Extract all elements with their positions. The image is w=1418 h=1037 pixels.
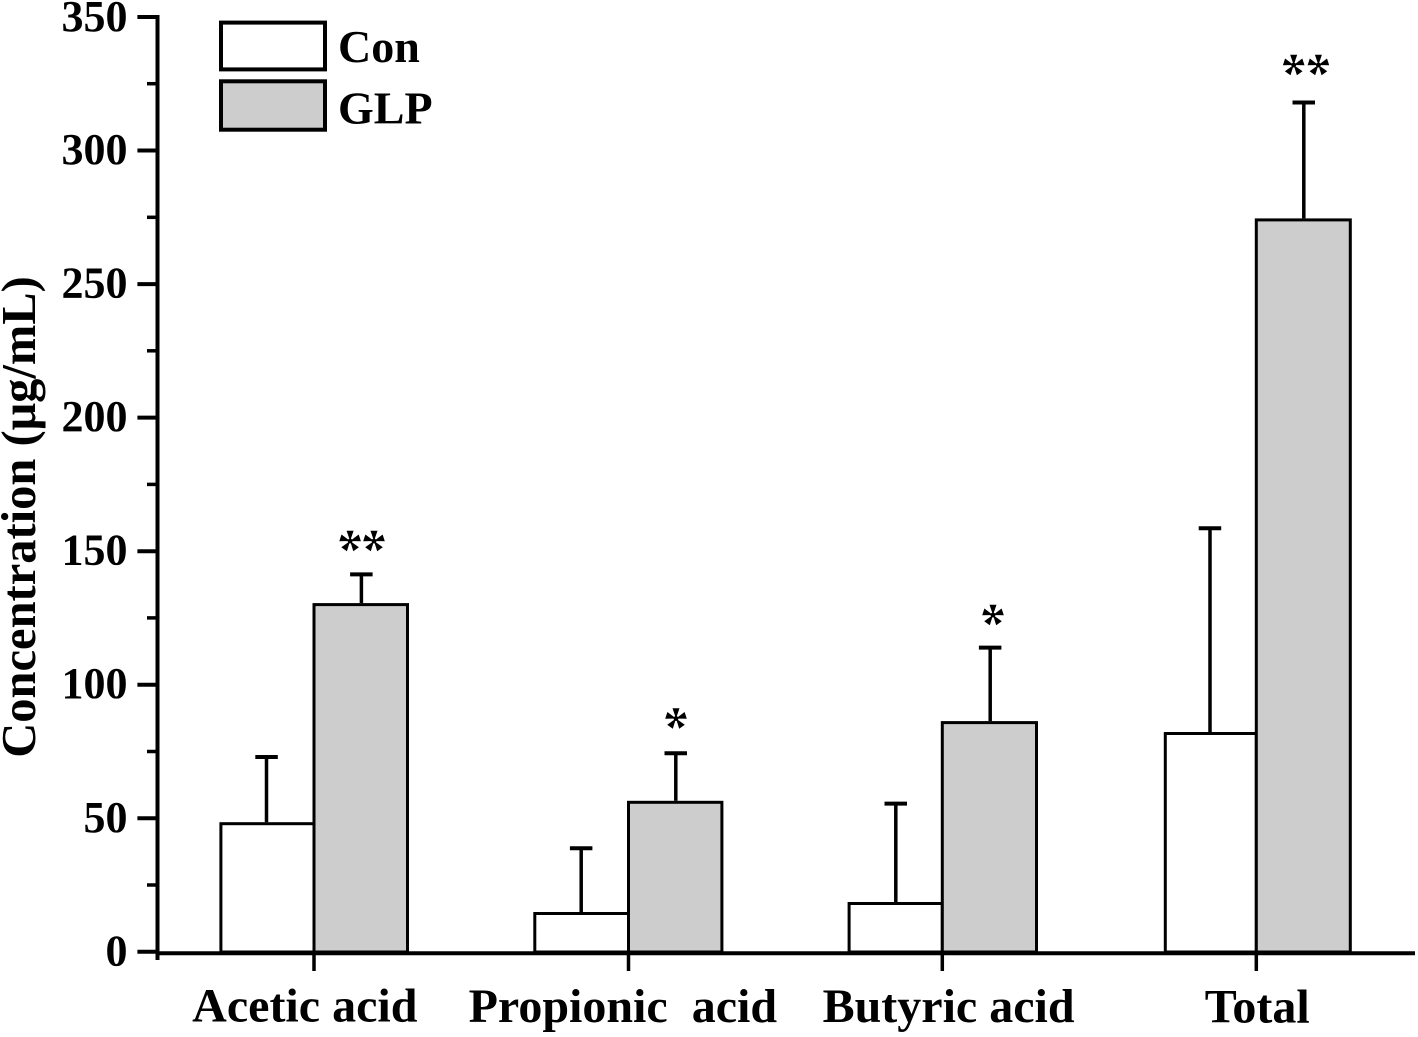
svg-text:Butyric acid: Butyric acid xyxy=(823,980,1075,1033)
svg-text:Total: Total xyxy=(1205,981,1310,1034)
svg-text:Acetic acid: Acetic acid xyxy=(192,980,418,1033)
svg-text:Concentration (μg/mL): Concentration (μg/mL) xyxy=(0,276,46,757)
svg-text:Propionic acid: Propionic acid xyxy=(469,980,778,1033)
svg-text:0: 0 xyxy=(106,926,128,975)
svg-text:250: 250 xyxy=(62,259,128,308)
svg-text:150: 150 xyxy=(62,526,128,575)
svg-text:200: 200 xyxy=(62,392,128,441)
svg-text:100: 100 xyxy=(62,659,128,708)
svg-text:Con: Con xyxy=(338,21,420,72)
svg-text:GLP: GLP xyxy=(338,83,433,134)
svg-text:300: 300 xyxy=(62,125,128,174)
svg-text:50: 50 xyxy=(84,793,128,842)
svg-text:350: 350 xyxy=(62,0,128,41)
